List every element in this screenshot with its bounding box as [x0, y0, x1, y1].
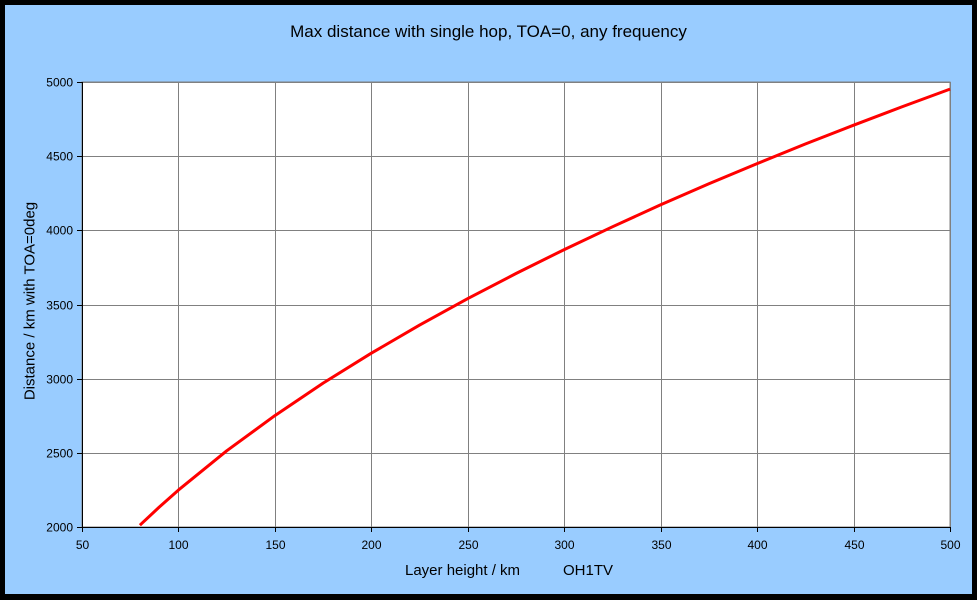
- y-tick-label: 5000: [46, 76, 73, 90]
- y-tick-label: 4500: [46, 150, 73, 164]
- data-series-line: [138, 87, 951, 527]
- x-tick-label: 400: [747, 538, 767, 552]
- x-axis-label: Layer height / km: [405, 562, 521, 579]
- x-tick-label: 350: [651, 538, 671, 552]
- x-tick-label: 150: [265, 538, 285, 552]
- plot-background: [81, 81, 951, 528]
- x-tick-label: 500: [940, 538, 960, 552]
- x-tick-label: 200: [361, 538, 381, 552]
- x-tick-label: 100: [168, 538, 188, 552]
- x-tick-label: 250: [458, 538, 478, 552]
- y-tick-label: 3500: [46, 299, 73, 313]
- x-tick-label: 300: [554, 538, 574, 552]
- x-tick-label: 450: [844, 538, 864, 552]
- y-tick-label: 2500: [46, 447, 73, 461]
- y-tick-label: 4000: [46, 224, 73, 238]
- y-tick-label: 2000: [46, 521, 73, 535]
- author-credit: OH1TV: [563, 562, 614, 579]
- chart-title: Max distance with single hop, TOA=0, any…: [290, 22, 687, 41]
- y-tick-label: 3000: [46, 373, 73, 387]
- x-tick-label: 50: [76, 538, 90, 552]
